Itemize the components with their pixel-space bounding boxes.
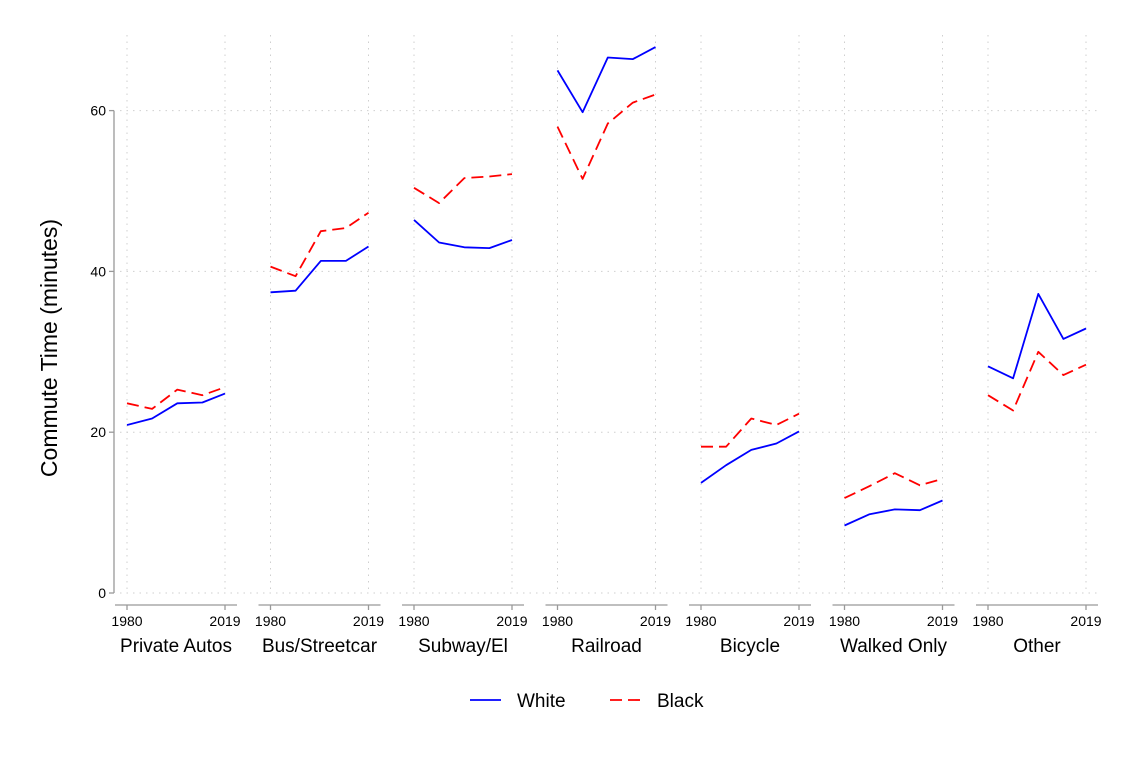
x-tick-label: 2019 <box>209 613 240 629</box>
label-layer: 0 20 40 60 1980 2019 Private Autos 1980 2019 Bus/… <box>90 103 1101 657</box>
series-line-white <box>556 46 656 114</box>
panel-label: Bicycle <box>720 636 780 657</box>
y-tick-label: 40 <box>90 263 106 279</box>
series-line-white <box>700 430 800 484</box>
axes-layer <box>109 109 1098 610</box>
x-tick-label: 2019 <box>1070 613 1101 629</box>
series-line-black <box>413 173 513 205</box>
x-tick-label: 2019 <box>353 613 384 629</box>
series-line-white <box>844 499 943 527</box>
legend-label-black: Black <box>657 691 704 712</box>
y-axis-title: Commute Time (minutes) <box>36 219 62 477</box>
x-tick-label: 1980 <box>111 613 142 629</box>
x-tick-label: 1980 <box>255 613 286 629</box>
series-line-black <box>556 93 656 180</box>
series-line-white <box>413 219 513 250</box>
x-tick-label: 2019 <box>927 613 958 629</box>
series-layer <box>126 46 1087 527</box>
panel-label: Walked Only <box>840 636 947 657</box>
panel-label: Private Autos <box>120 636 232 657</box>
y-tick-label: 60 <box>90 103 106 119</box>
panel-label: Railroad <box>571 636 642 657</box>
y-tick-label: 0 <box>98 585 106 601</box>
x-tick-label: 2019 <box>640 613 671 629</box>
panel-label: Other <box>1013 636 1061 657</box>
y-tick-label: 20 <box>90 424 106 440</box>
series-line-white <box>987 292 1087 380</box>
grid-layer <box>120 35 1098 594</box>
series-line-black <box>844 472 943 499</box>
x-tick-label: 2019 <box>783 613 814 629</box>
series-line-white <box>126 392 226 426</box>
series-line-black <box>270 211 370 278</box>
series-line-white <box>270 245 369 294</box>
panel-label: Subway/El <box>418 636 508 657</box>
x-tick-label: 1980 <box>972 613 1003 629</box>
series-line-black <box>126 386 226 410</box>
legend-label-white: White <box>517 691 566 712</box>
x-tick-label: 1980 <box>829 613 860 629</box>
x-tick-label: 1980 <box>542 613 573 629</box>
x-tick-label: 1980 <box>398 613 429 629</box>
x-tick-label: 1980 <box>685 613 716 629</box>
panel-label: Bus/Streetcar <box>262 636 378 657</box>
x-tick-label: 2019 <box>496 613 527 629</box>
series-line-black <box>701 412 800 448</box>
legend: White Black <box>470 691 704 712</box>
series-line-black <box>987 350 1087 412</box>
